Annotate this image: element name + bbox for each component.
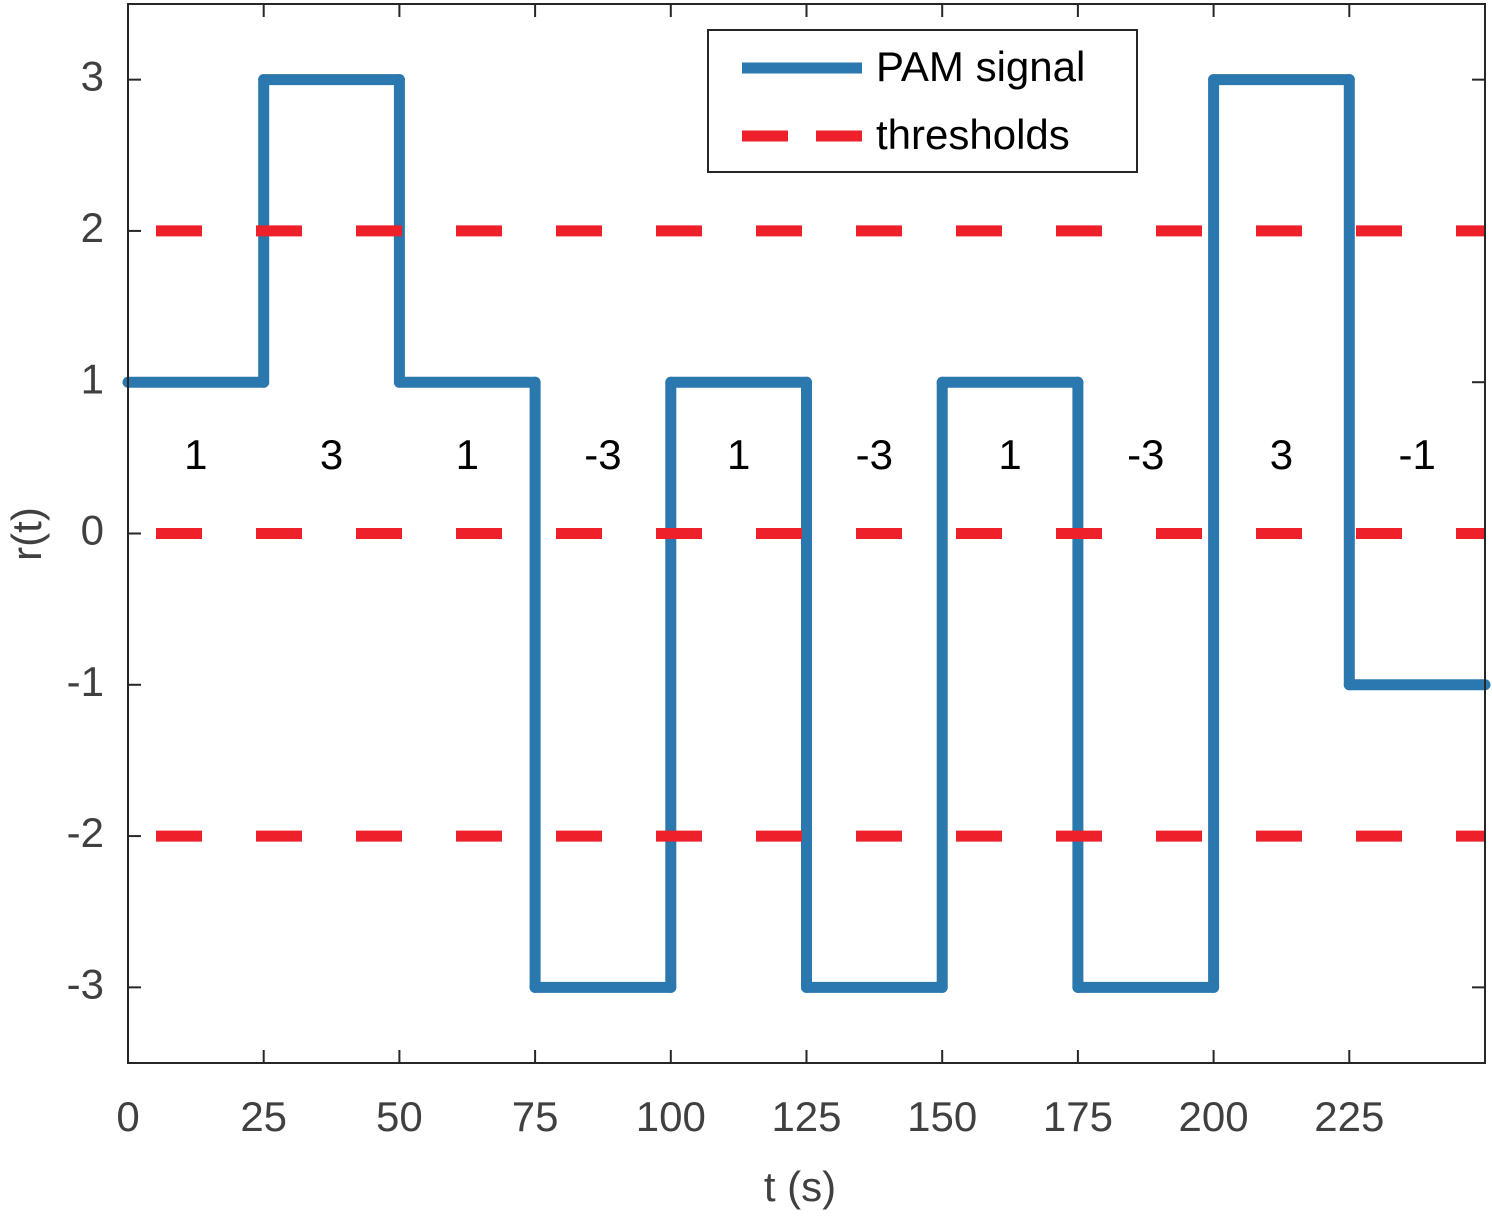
- symbol-label: 1: [184, 431, 207, 478]
- x-tick-label: 0: [116, 1093, 139, 1140]
- legend-label: thresholds: [876, 111, 1070, 158]
- x-tick-label: 100: [636, 1093, 706, 1140]
- symbol-label: -3: [1127, 431, 1164, 478]
- symbol-label: -1: [1398, 431, 1435, 478]
- axes-box: [127, 3, 1486, 1064]
- symbol-label: 1: [998, 431, 1021, 478]
- x-tick-label: 125: [771, 1093, 841, 1140]
- symbol-label: 3: [1270, 431, 1293, 478]
- x-tick-label: 25: [240, 1093, 287, 1140]
- y-tick-label: 2: [81, 204, 104, 251]
- symbol-label: 1: [456, 431, 479, 478]
- symbol-label: 3: [320, 431, 343, 478]
- legend-box: [707, 29, 1138, 173]
- y-tick-label: 3: [81, 53, 104, 100]
- x-tick-label: 75: [512, 1093, 559, 1140]
- y-tick-label: -1: [67, 658, 104, 705]
- x-tick-label: 50: [376, 1093, 423, 1140]
- symbol-label: -3: [584, 431, 621, 478]
- y-tick-label: 1: [81, 355, 104, 402]
- x-tick-label: 225: [1314, 1093, 1384, 1140]
- y-axis-label: r(t): [3, 507, 50, 561]
- y-tick-label: -3: [67, 960, 104, 1007]
- y-tick-label: -2: [67, 809, 104, 856]
- x-tick-label: 150: [907, 1093, 977, 1140]
- x-axis-label: t (s): [764, 1163, 836, 1210]
- signal: [122, 74, 1491, 993]
- x-tick-label: 175: [1043, 1093, 1113, 1140]
- symbol-label: 1: [727, 431, 750, 478]
- symbol-label: -3: [856, 431, 893, 478]
- y-tick-label: 0: [81, 507, 104, 554]
- legend-label: PAM signal: [876, 43, 1085, 90]
- x-tick-label: 200: [1179, 1093, 1249, 1140]
